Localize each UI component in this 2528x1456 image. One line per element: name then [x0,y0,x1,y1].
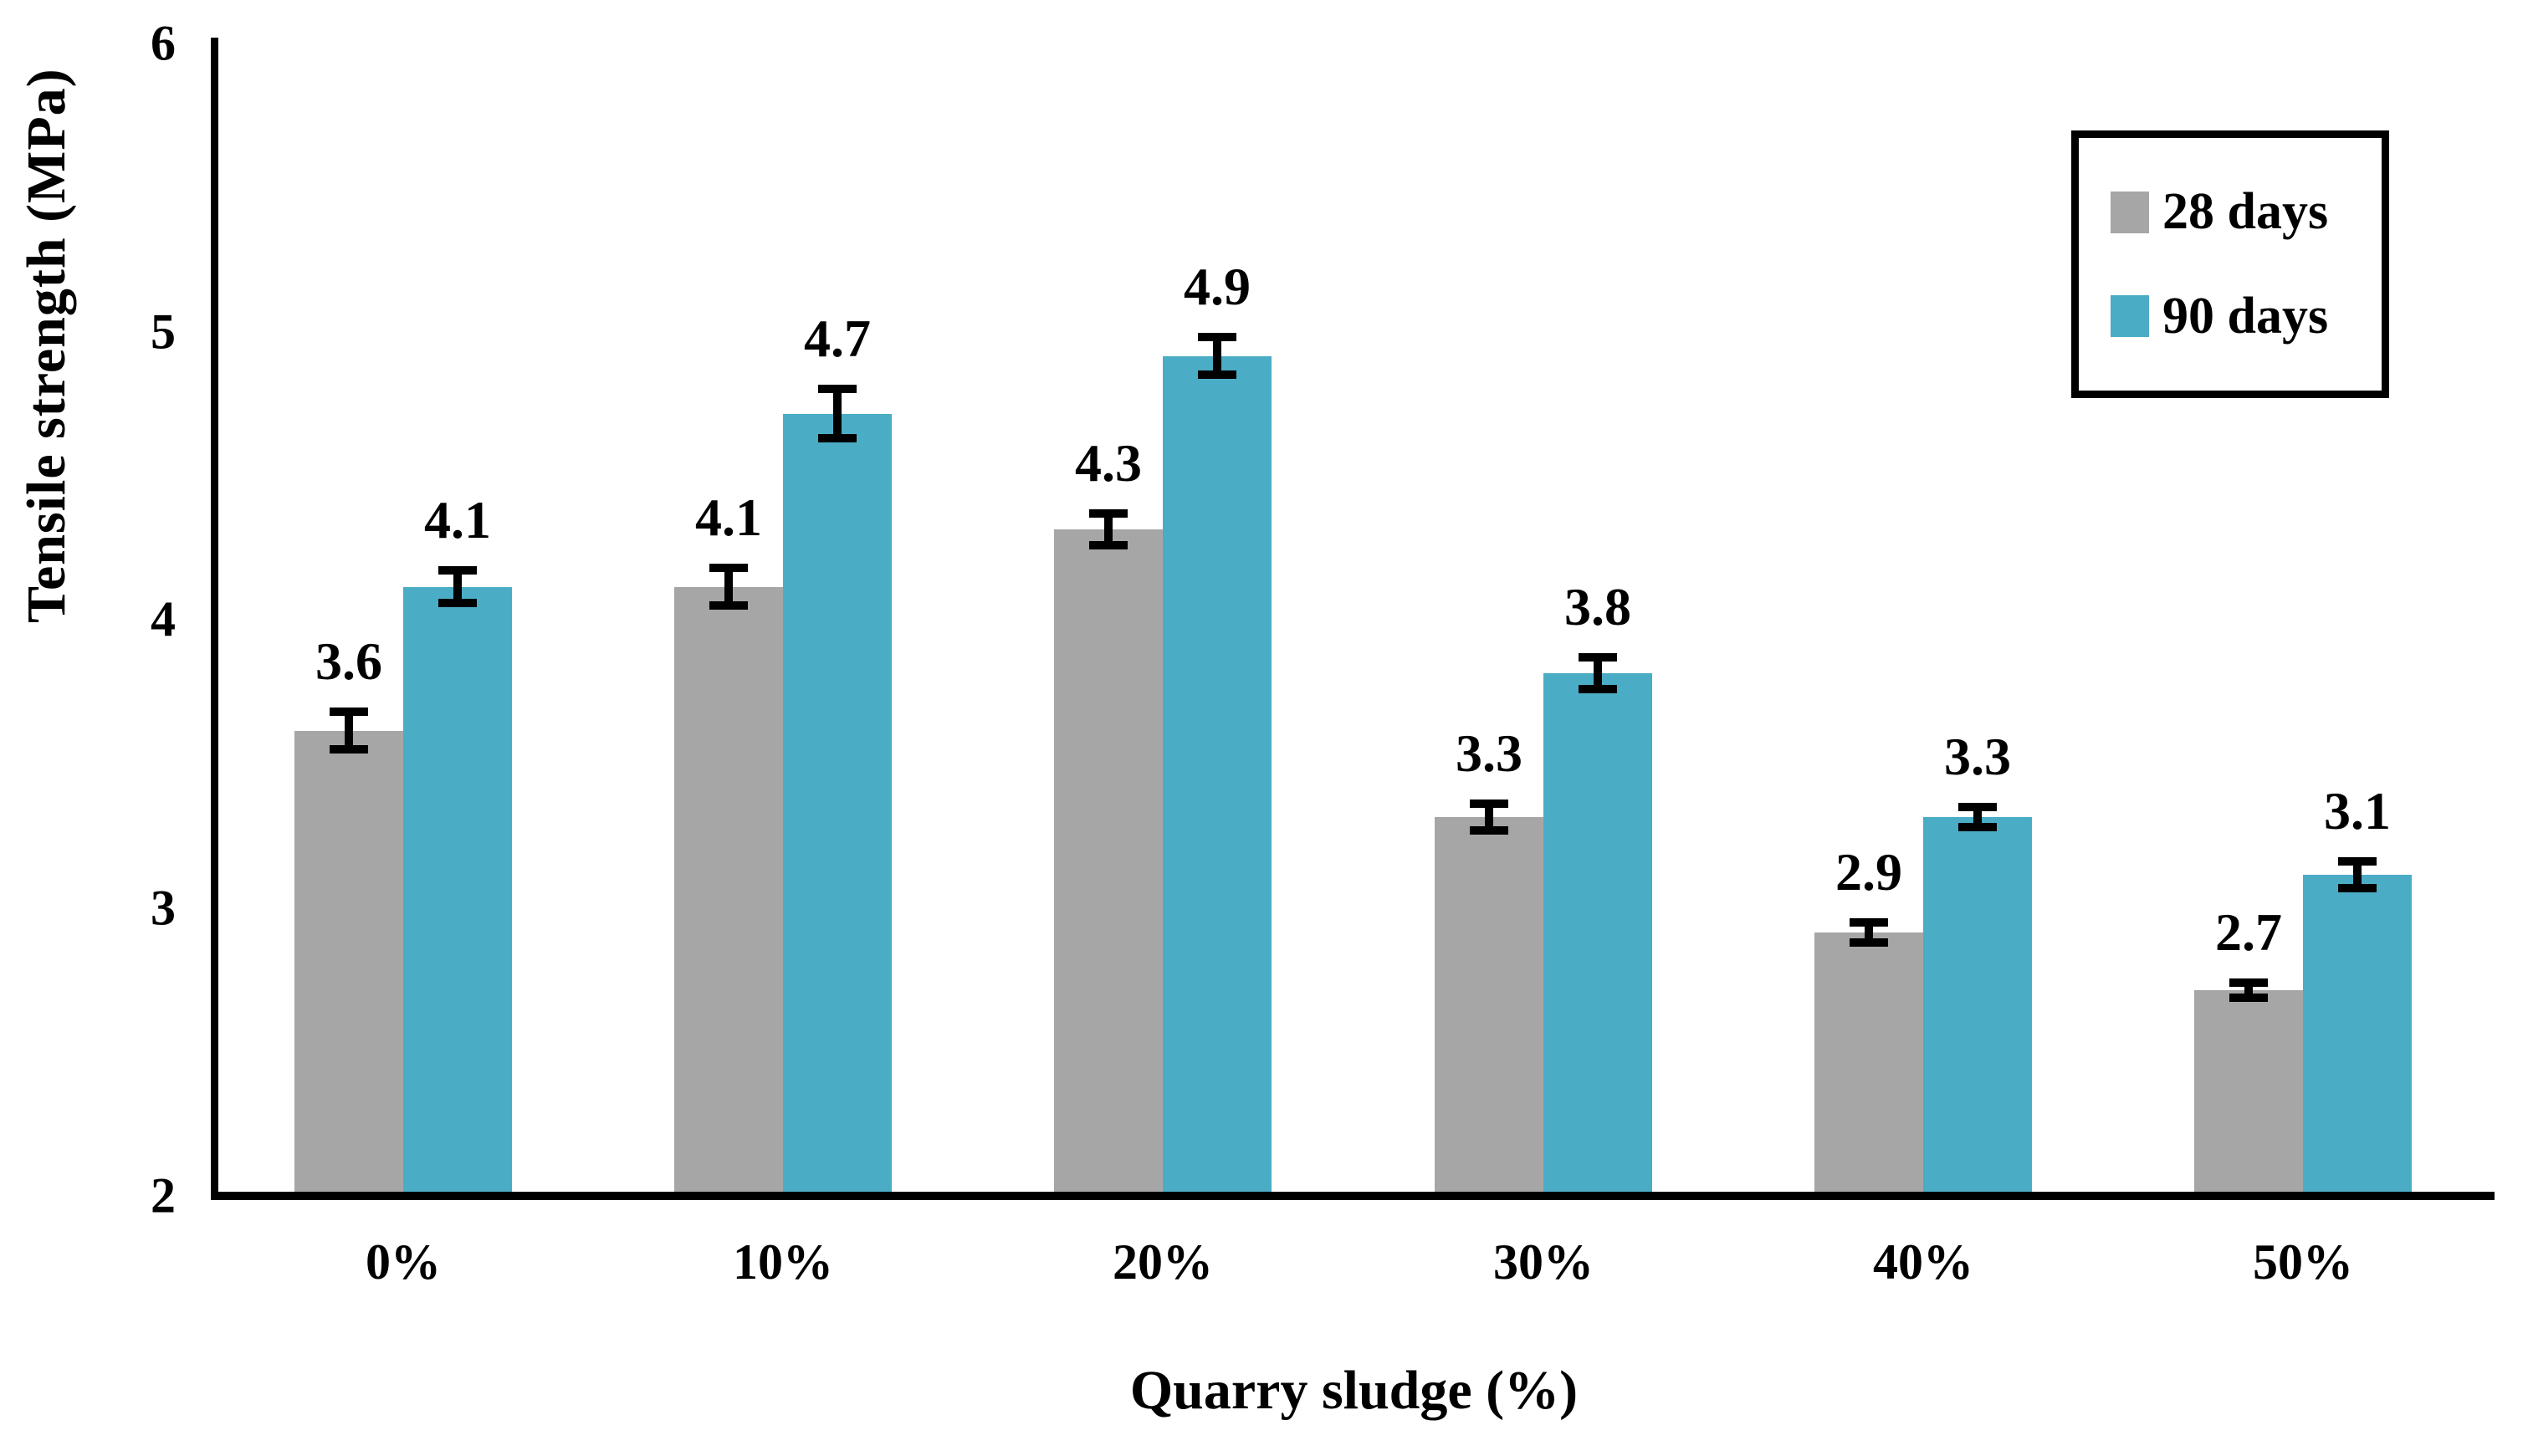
legend: 28 days 90 days [2071,130,2389,398]
category-label-50%: 50% [2253,1234,2353,1290]
data-label-90-days-40%: 3.3 [1944,726,2011,786]
y-tick-label-4: 4 [151,591,176,647]
bar-90-days-50% [2303,875,2412,1192]
error-bar-90-days-40% [1958,802,1997,832]
data-label-90-days-20%: 4.9 [1184,257,1251,317]
error-bar-28-days-50% [2229,978,2268,1002]
legend-item-28-days: 28 days [2111,182,2382,242]
bar-28-days-20% [1054,529,1163,1192]
category-label-30%: 30% [1493,1234,1594,1290]
y-tick-label-3: 3 [151,880,176,935]
error-bar-28-days-0% [330,708,368,754]
y-tick-label-6: 6 [151,15,176,71]
error-bar-28-days-30% [1470,800,1508,835]
error-bar-28-days-40% [1850,917,1888,948]
bar-90-days-10% [783,413,892,1192]
bar-28-days-40% [1814,932,1923,1192]
data-label-28-days-0%: 3.6 [315,631,382,692]
bar-90-days-0% [403,586,512,1192]
error-bar-90-days-50% [2338,857,2377,892]
bar-28-days-30% [1435,817,1543,1192]
y-tick-label-5: 5 [151,304,176,359]
category-label-0%: 0% [366,1234,441,1290]
data-label-90-days-30%: 3.8 [1564,576,1631,636]
data-label-90-days-0%: 4.1 [424,490,491,550]
x-axis-title: Quarry sludge (%) [1129,1360,1579,1421]
error-bar-28-days-20% [1089,508,1128,549]
y-tick-label-2: 2 [151,1167,176,1224]
legend-label-90-days: 90 days [2162,287,2329,345]
legend-swatch-90-days-icon [2111,295,2149,338]
data-label-90-days-10%: 4.7 [804,309,871,369]
error-bar-28-days-10% [709,563,748,610]
error-bar-90-days-20% [1198,333,1236,380]
legend-label-28-days: 28 days [2162,183,2329,241]
legend-swatch-28-days-icon [2111,191,2149,233]
category-label-10%: 10% [733,1234,833,1290]
y-axis-line [211,38,218,1200]
category-label-40%: 40% [1873,1234,1973,1290]
error-bar-90-days-0% [438,566,477,607]
data-label-28-days-20%: 4.3 [1075,432,1142,493]
error-bar-90-days-10% [818,385,857,443]
bar-90-days-20% [1163,355,1272,1192]
category-label-20%: 20% [1113,1234,1213,1290]
data-label-28-days-40%: 2.9 [1835,841,1902,902]
bar-90-days-40% [1923,817,2032,1192]
data-label-28-days-10%: 4.1 [695,487,762,547]
data-label-28-days-30%: 3.3 [1456,723,1522,784]
bar-90-days-30% [1543,672,1652,1192]
bar-28-days-50% [2194,989,2303,1192]
data-label-90-days-50%: 3.1 [2324,781,2391,841]
bar-28-days-0% [294,730,403,1192]
error-bar-90-days-30% [1579,652,1617,693]
x-axis-line [211,1192,2495,1200]
data-label-28-days-50%: 2.7 [2215,902,2282,963]
bar-28-days-10% [674,586,783,1192]
legend-item-90-days: 90 days [2111,287,2382,346]
